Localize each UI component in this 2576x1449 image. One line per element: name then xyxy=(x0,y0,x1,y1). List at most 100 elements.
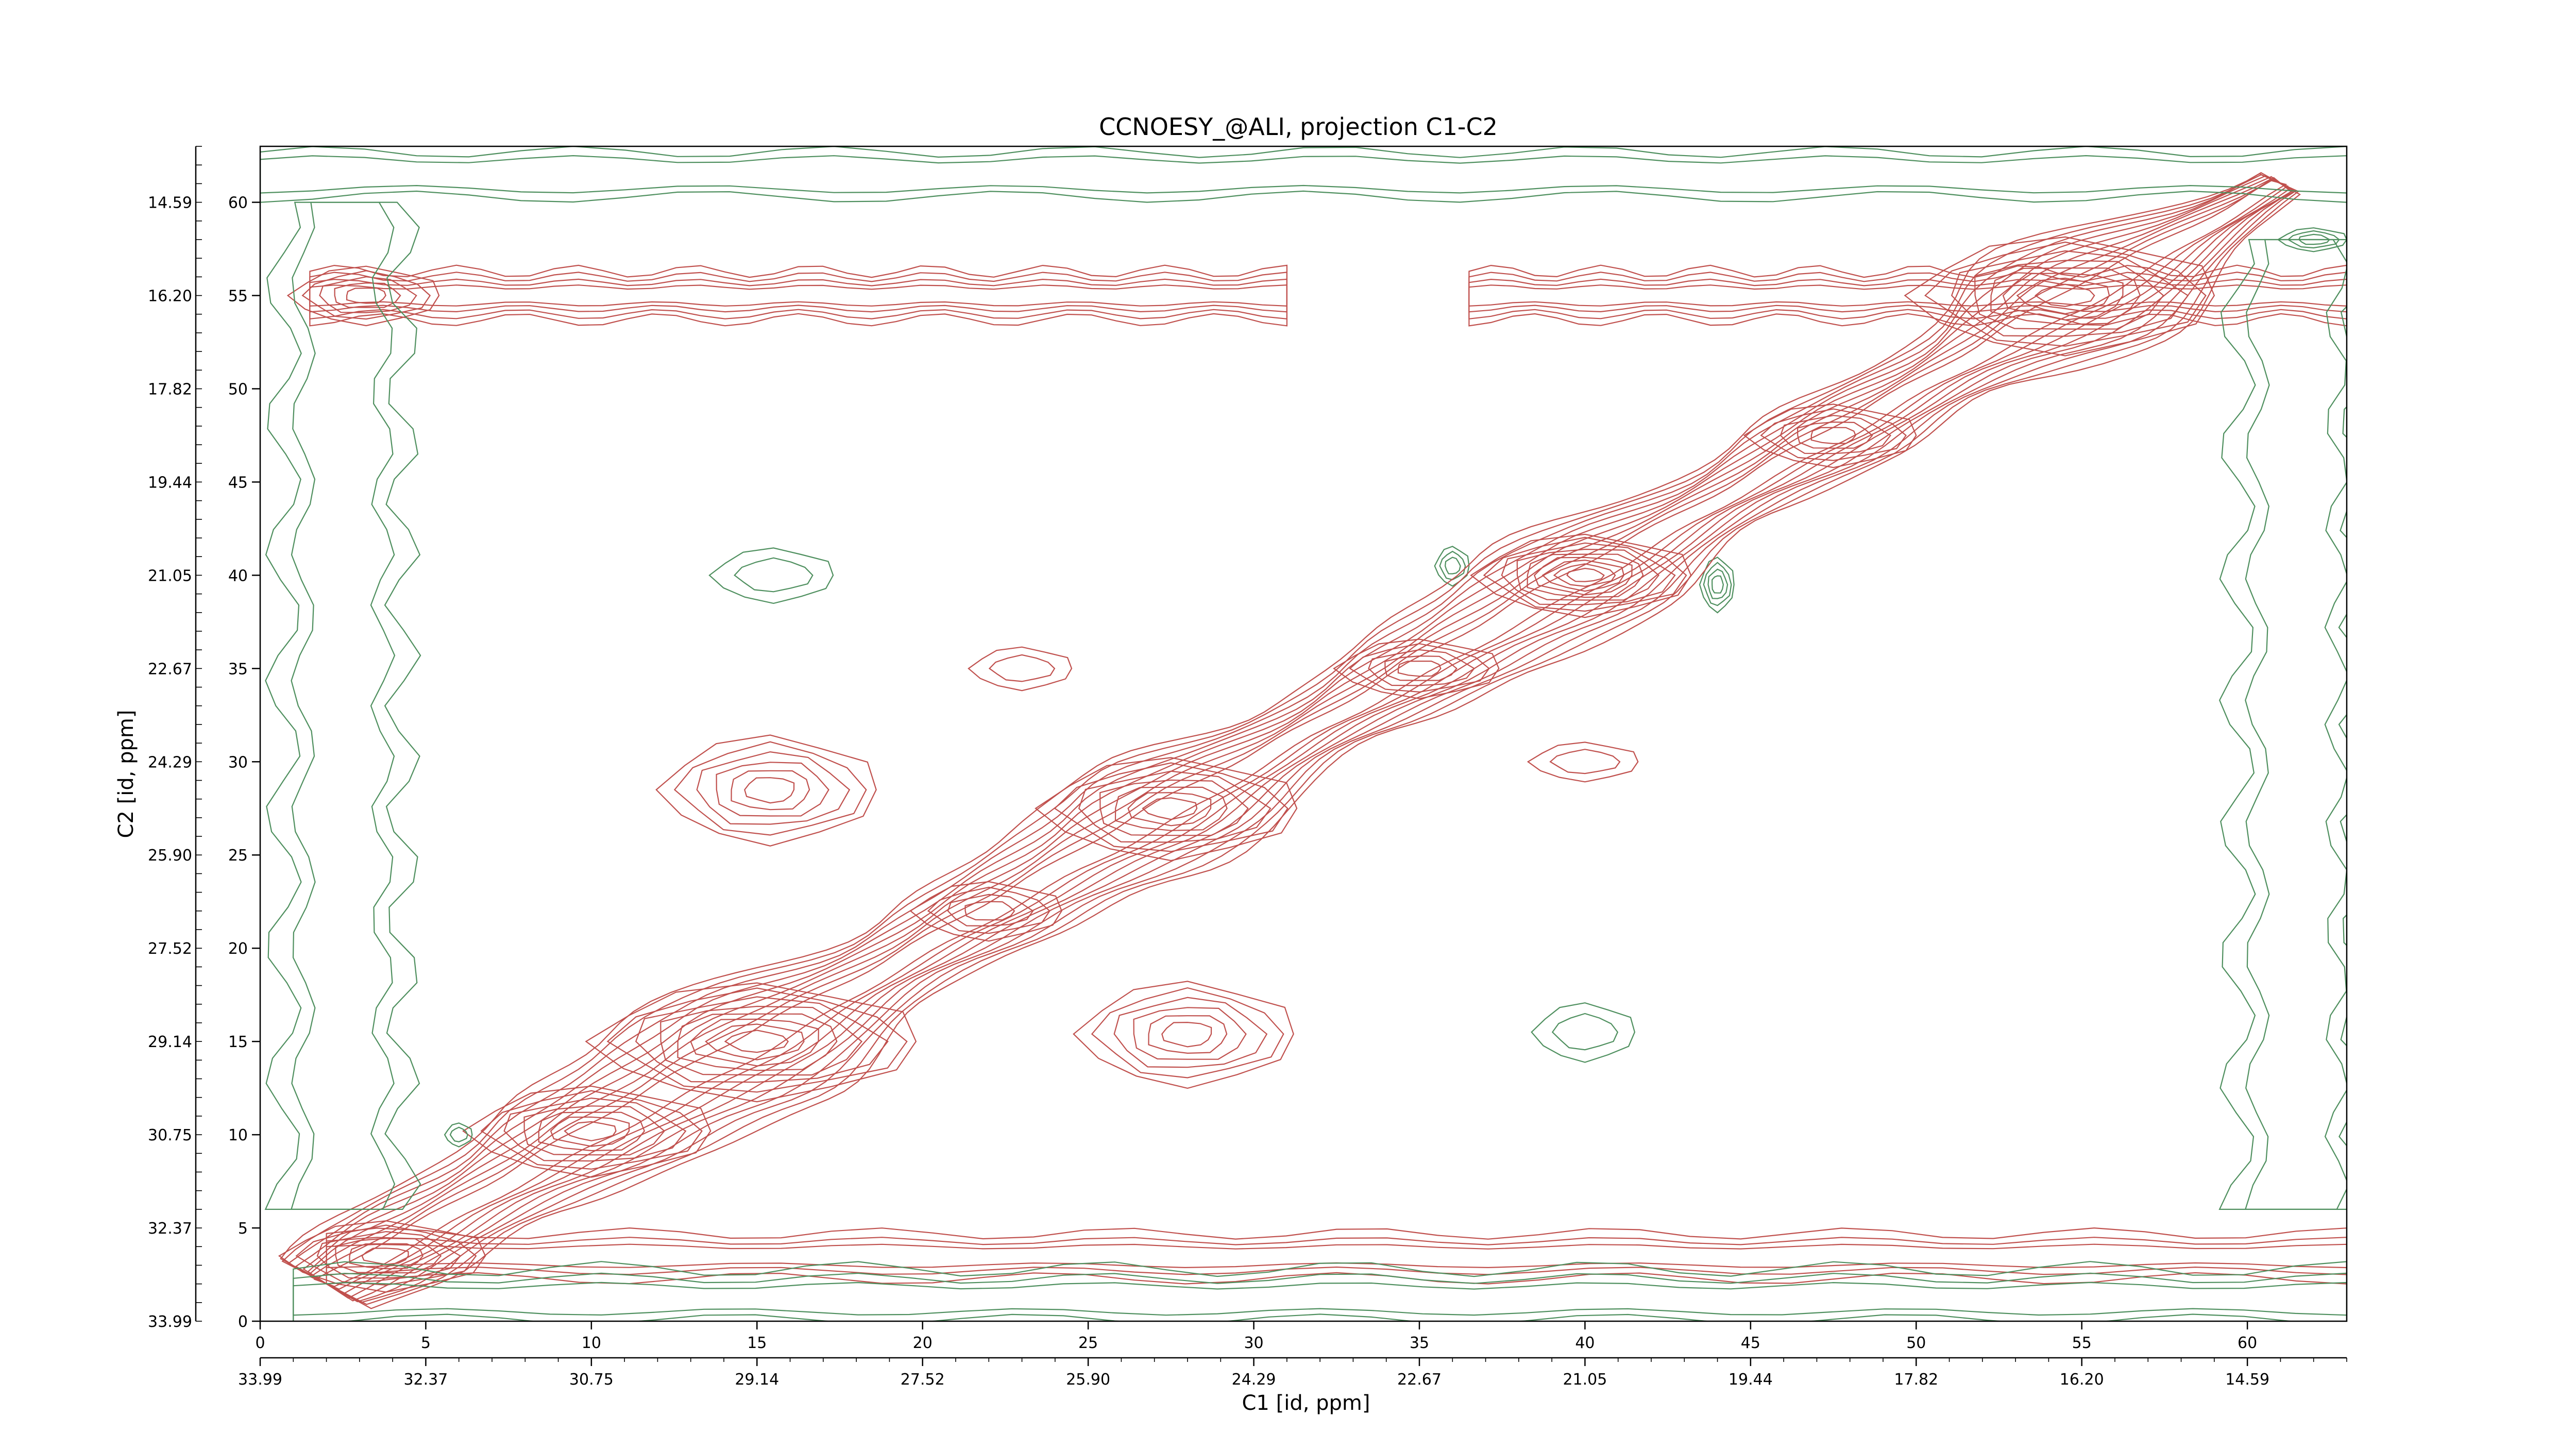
positive-peak-contour xyxy=(1073,981,1294,1089)
positive-peak-contour xyxy=(635,996,889,1083)
ppm-y-tick-label: 19.44 xyxy=(148,474,192,492)
y-tick-label: 35 xyxy=(228,660,248,678)
positive-peak-contour xyxy=(947,894,1034,927)
y-tick-label: 55 xyxy=(228,288,248,306)
row-streak-contour xyxy=(326,1237,2347,1275)
positive-peak-contour xyxy=(462,1085,711,1178)
positive-peak-contour xyxy=(1541,559,1624,592)
ppm-x-tick-label: 29.14 xyxy=(735,1371,779,1389)
x-tick-label: 20 xyxy=(913,1334,933,1352)
positive-peak-contour xyxy=(1384,655,1458,681)
diagonal-ridge-contour xyxy=(302,176,2294,1302)
row-streak-contour xyxy=(293,1272,2347,1321)
positive-peak-contour xyxy=(1148,1015,1228,1054)
negative-peak-contour xyxy=(1707,568,1728,599)
diagonal-ridge-contour xyxy=(309,179,2289,1290)
row-streak-contour xyxy=(1468,278,2347,313)
positive-peak-contour xyxy=(301,270,431,320)
y-tick-label: 0 xyxy=(238,1313,248,1331)
positive-peak-contour xyxy=(927,886,1050,934)
ppm-y-tick-label: 25.90 xyxy=(148,847,192,865)
ppm-y-tick-label: 24.29 xyxy=(148,753,192,771)
x-tick-label: 5 xyxy=(421,1334,431,1352)
ppm-x-tick-label: 24.29 xyxy=(1232,1371,1276,1389)
positive-peak-contour xyxy=(1904,236,2215,357)
negative-peak-contour xyxy=(1711,575,1724,594)
positive-peak-contour xyxy=(349,1243,423,1270)
ppm-y-tick-label: 22.67 xyxy=(148,660,192,678)
row-streak-contour xyxy=(309,284,1287,307)
positive-peak-contour xyxy=(964,901,1015,921)
row-streak-contour xyxy=(326,1227,2347,1285)
negative-peak-contour xyxy=(708,547,834,604)
column-streak-contour xyxy=(290,201,396,1210)
positive-peak-contour xyxy=(1553,563,1616,587)
positive-peak-contour xyxy=(968,646,1073,692)
positive-peak-contour xyxy=(1142,797,1198,820)
x-tick-label: 50 xyxy=(1906,1334,1926,1352)
positive-peak-contour xyxy=(480,1090,703,1170)
row-streak-contour xyxy=(309,272,1287,320)
positive-peak-contour xyxy=(606,987,908,1093)
x-tick-label: 25 xyxy=(1078,1334,1098,1352)
x-tick-label: 35 xyxy=(1410,1334,1429,1352)
positive-peak-contour xyxy=(1516,548,1660,601)
positive-peak-contour xyxy=(1566,567,1605,582)
ppm-x-tick-label: 19.44 xyxy=(1728,1371,1773,1389)
y-tick-label: 40 xyxy=(228,567,248,585)
ppm-x-tick-label: 14.59 xyxy=(2225,1371,2269,1389)
negative-peak-contour xyxy=(1439,550,1466,581)
ppm-x-tick-label: 33.99 xyxy=(238,1371,282,1389)
positive-peak-contour xyxy=(1527,742,1639,783)
row-streak-contour xyxy=(260,155,2347,194)
ppm-x-tick-label: 27.52 xyxy=(901,1371,945,1389)
positive-peak-contour xyxy=(1368,649,1476,686)
positive-peak-contour xyxy=(1483,536,1687,612)
positive-peak-contour xyxy=(1035,757,1298,862)
axes-layer: 0 33.99 5 32.37 10 30.75 15 29.14 20 27.52 25 25.90… xyxy=(148,146,2347,1389)
x-tick-label: 0 xyxy=(255,1334,265,1352)
column-streak-contour xyxy=(264,201,421,1210)
diagonal-ridge-contour xyxy=(308,178,2291,1294)
row-streak-contour xyxy=(1468,284,2347,307)
column-streak-contour xyxy=(2218,239,2347,1210)
positive-peak-contour xyxy=(1091,987,1284,1079)
y-tick-label: 20 xyxy=(228,940,248,958)
row-streak-contour xyxy=(326,1243,2347,1269)
row-streak-contour xyxy=(293,1261,2347,1321)
y-tick-label: 5 xyxy=(238,1220,248,1238)
ppm-x-tick-label: 22.67 xyxy=(1397,1371,1442,1389)
column-streak-contour xyxy=(2244,239,2347,1210)
diagonal-ridge-contour xyxy=(307,177,2292,1299)
x-tick-label: 40 xyxy=(1575,1334,1595,1352)
x-axis-label: C1 [id, ppm] xyxy=(1242,1391,1370,1415)
row-streak-contour xyxy=(1468,264,2347,327)
positive-peak-contour xyxy=(1760,408,1907,461)
ppm-y-tick-label: 32.37 xyxy=(148,1220,192,1238)
positive-peak-contour xyxy=(1951,250,2189,337)
ppm-y-tick-label: 16.20 xyxy=(148,288,192,306)
positive-peak-contour xyxy=(1533,557,1633,596)
positive-peak-contour xyxy=(1549,749,1621,774)
x-tick-label: 30 xyxy=(1244,1334,1263,1352)
negative-peak-contour xyxy=(1699,557,1735,614)
y-axis-label: C2 [id, ppm] xyxy=(114,710,138,838)
row-streak-contour xyxy=(1468,272,2347,320)
y-tick-label: 60 xyxy=(228,194,248,212)
plot-frame xyxy=(259,145,2348,1322)
negative-peak-contour xyxy=(1531,1002,1636,1063)
y-tick-label: 50 xyxy=(228,380,248,398)
positive-peak-contour xyxy=(361,1248,409,1265)
positive-peak-contour xyxy=(988,654,1056,682)
negative-peak-contour xyxy=(1444,557,1461,575)
negative-peak-contour xyxy=(444,1122,473,1148)
chart-title: CCNOESY_@ALI, projection C1-C2 xyxy=(1099,113,1498,141)
positive-peak-contour xyxy=(716,762,829,817)
positive-peak-contour xyxy=(1333,638,1500,699)
positive-peak-contour xyxy=(1501,542,1676,605)
positive-peak-contour xyxy=(677,1013,838,1071)
ppm-x-tick-label: 30.75 xyxy=(569,1371,614,1389)
x-tick-label: 60 xyxy=(2238,1334,2257,1352)
